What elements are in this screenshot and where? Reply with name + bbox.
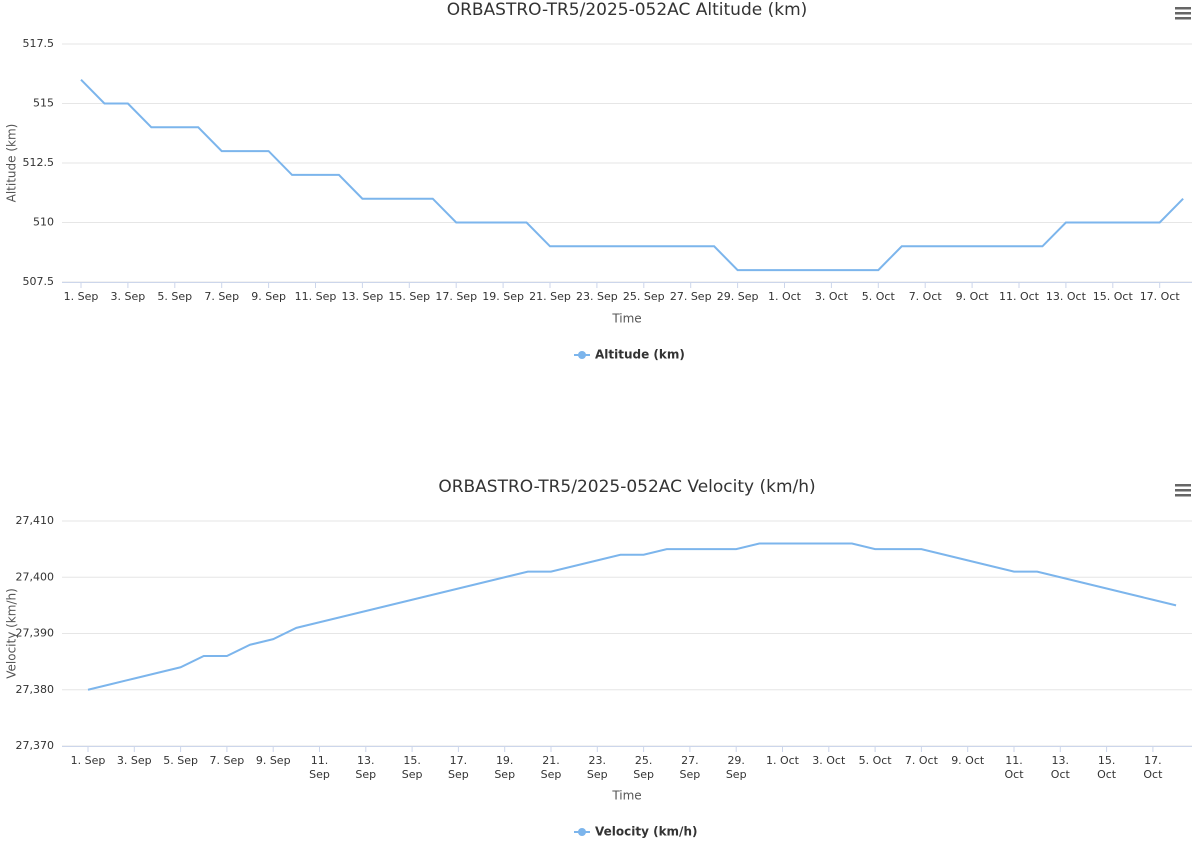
x-tick-label: 13. Sep xyxy=(355,754,376,781)
y-axis-title: Altitude (km) xyxy=(5,124,19,203)
x-tick-label: 5. Sep xyxy=(157,290,192,303)
y-tick-label: 510 xyxy=(33,216,54,229)
x-tick-label: 27. Sep xyxy=(670,290,712,303)
y-axis-title: Velocity (km/h) xyxy=(5,588,19,679)
x-tick-label: 3. Oct xyxy=(812,754,846,767)
x-tick-label: 9. Sep xyxy=(251,290,286,303)
x-tick-label: 15. Sep xyxy=(388,290,430,303)
x-tick-label: 13. Oct xyxy=(1051,754,1071,781)
legend-label[interactable]: Velocity (km/h) xyxy=(595,825,697,839)
x-tick-label: 5. Sep xyxy=(163,754,198,767)
x-tick-label: 7. Oct xyxy=(909,290,943,303)
y-tick-label: 507.5 xyxy=(23,275,55,288)
legend-symbol xyxy=(578,828,586,836)
legend-label[interactable]: Altitude (km) xyxy=(595,348,685,362)
y-tick-label: 27,400 xyxy=(16,570,55,583)
x-tick-label: 9. Oct xyxy=(951,754,985,767)
x-tick-label: 19. Sep xyxy=(482,290,524,303)
x-tick-label: 3. Sep xyxy=(111,290,146,303)
x-tick-label: 9. Sep xyxy=(256,754,291,767)
x-tick-label: 15. Oct xyxy=(1093,290,1134,303)
x-tick-label: 27. Sep xyxy=(680,754,701,781)
x-tick-label: 17. Sep xyxy=(448,754,469,781)
x-tick-label: 25. Sep xyxy=(633,754,654,781)
x-tick-label: 25. Sep xyxy=(623,290,665,303)
x-tick-label: 23. Sep xyxy=(587,754,608,781)
y-tick-label: 517.5 xyxy=(23,37,55,50)
menu-icon[interactable] xyxy=(1175,489,1191,492)
x-tick-label: 3. Oct xyxy=(815,290,849,303)
menu-icon[interactable] xyxy=(1175,494,1191,497)
x-tick-label: 1. Sep xyxy=(64,290,99,303)
x-tick-label: 21. Sep xyxy=(541,754,562,781)
x-tick-label: 19. Sep xyxy=(494,754,515,781)
x-tick-label: 7. Sep xyxy=(210,754,245,767)
x-tick-label: 7. Sep xyxy=(204,290,239,303)
y-tick-label: 512.5 xyxy=(23,156,55,169)
x-tick-label: 29. Sep xyxy=(726,754,747,781)
x-tick-label: 23. Sep xyxy=(576,290,618,303)
x-axis-title: Time xyxy=(611,312,641,326)
menu-icon[interactable] xyxy=(1175,7,1191,10)
x-tick-label: 21. Sep xyxy=(529,290,571,303)
chart-title: ORBASTRO-TR5/2025-052AC Velocity (km/h) xyxy=(438,477,815,497)
x-tick-label: 11. Sep xyxy=(309,754,330,781)
menu-icon[interactable] xyxy=(1175,17,1191,20)
x-tick-label: 1. Sep xyxy=(71,754,106,767)
y-tick-label: 27,410 xyxy=(16,514,55,527)
y-tick-label: 515 xyxy=(33,97,54,110)
menu-icon[interactable] xyxy=(1175,484,1191,487)
x-tick-label: 11. Sep xyxy=(295,290,337,303)
y-tick-label: 27,390 xyxy=(16,627,55,640)
x-tick-label: 17. Oct xyxy=(1140,290,1181,303)
y-tick-label: 27,380 xyxy=(16,683,55,696)
x-tick-label: 9. Oct xyxy=(956,290,990,303)
legend-symbol xyxy=(578,351,586,359)
x-axis-title: Time xyxy=(611,789,641,803)
data-line xyxy=(87,542,1177,691)
x-tick-label: 3. Sep xyxy=(117,754,152,767)
menu-icon[interactable] xyxy=(1175,12,1191,15)
x-tick-label: 11. Oct xyxy=(1004,754,1024,781)
x-tick-label: 13. Oct xyxy=(1046,290,1087,303)
data-line xyxy=(80,78,1184,272)
x-tick-label: 11. Oct xyxy=(999,290,1040,303)
x-tick-label: 7. Oct xyxy=(905,754,939,767)
x-tick-label: 1. Oct xyxy=(766,754,800,767)
x-tick-label: 5. Oct xyxy=(859,754,893,767)
x-tick-label: 15. Sep xyxy=(402,754,423,781)
x-tick-label: 1. Oct xyxy=(768,290,802,303)
x-tick-label: 15. Oct xyxy=(1097,754,1117,781)
x-tick-label: 17. Sep xyxy=(435,290,477,303)
y-tick-label: 27,370 xyxy=(16,739,55,752)
x-tick-label: 5. Oct xyxy=(862,290,896,303)
x-tick-label: 29. Sep xyxy=(717,290,759,303)
x-tick-label: 17. Oct xyxy=(1143,754,1163,781)
chart-title: ORBASTRO-TR5/2025-052AC Altitude (km) xyxy=(447,0,808,20)
x-tick-label: 13. Sep xyxy=(342,290,384,303)
